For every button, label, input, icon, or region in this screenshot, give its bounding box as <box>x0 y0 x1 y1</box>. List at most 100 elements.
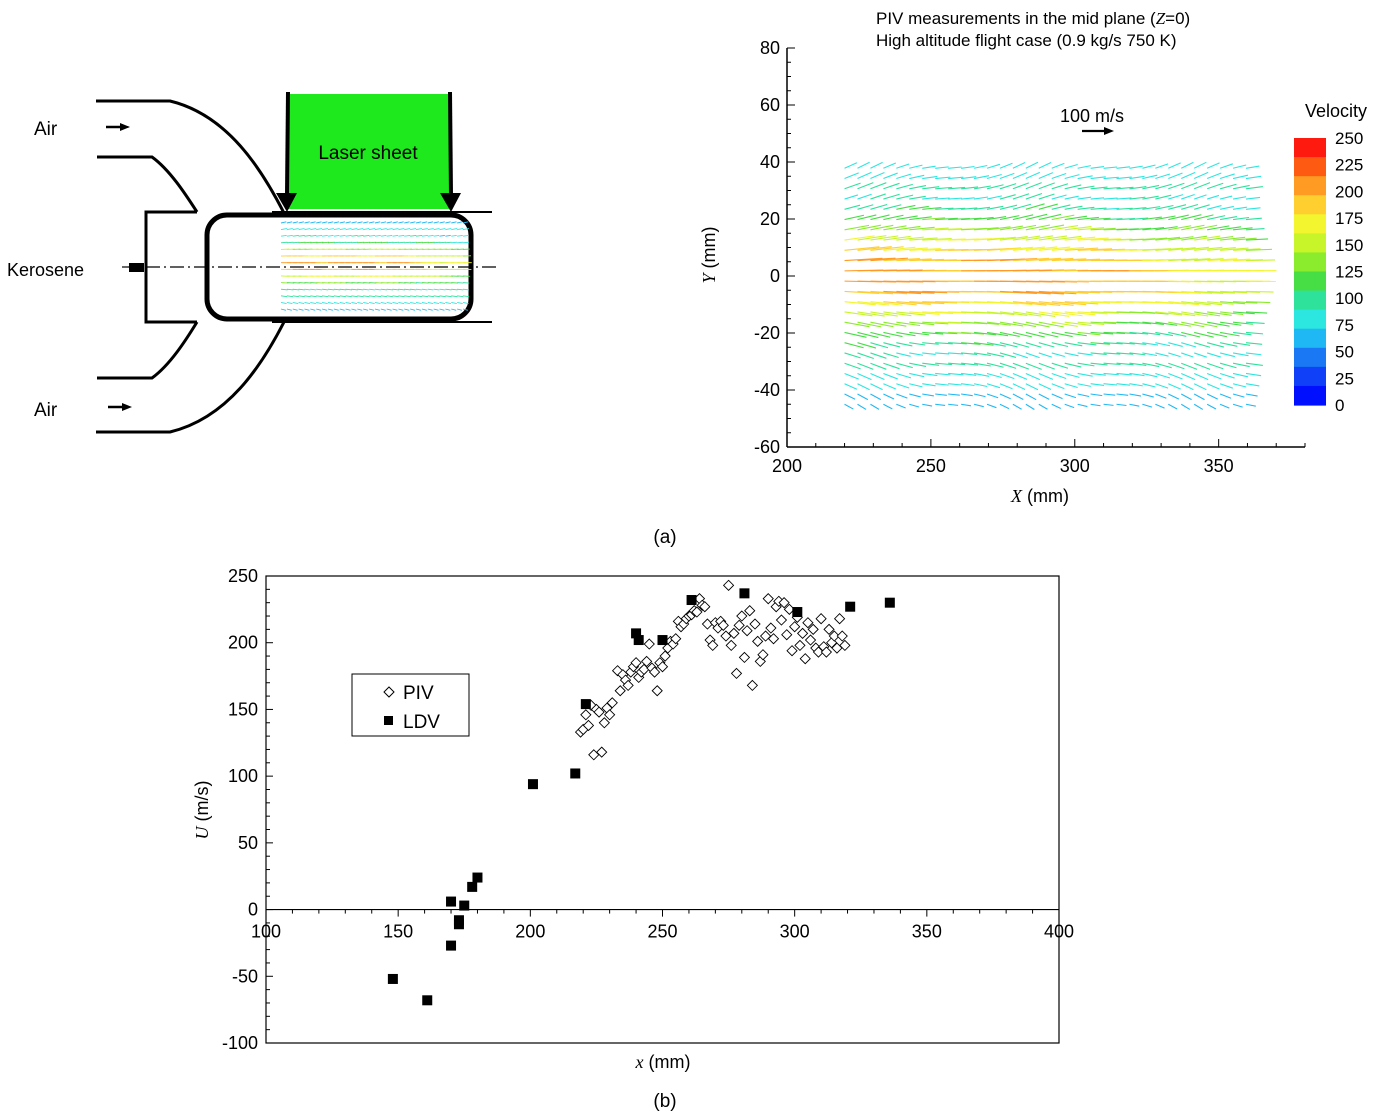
mini-vector <box>415 288 422 291</box>
mini-vector <box>304 228 311 231</box>
piv-point <box>767 633 780 645</box>
piv-vector <box>844 362 861 370</box>
piv-vector <box>1142 184 1160 190</box>
piv-vector <box>1077 301 1111 304</box>
piv-vector <box>1038 235 1068 241</box>
piv-vector <box>870 383 883 391</box>
piv-point <box>749 618 761 630</box>
upper-air-duct-inner <box>97 155 199 213</box>
piv-vector <box>1168 342 1183 347</box>
piv-vector <box>1051 183 1069 190</box>
mini-vector <box>333 221 340 224</box>
piv-point <box>699 601 711 613</box>
piv-vector <box>896 331 916 337</box>
piv-vector <box>1206 383 1220 390</box>
piv-vector <box>1219 372 1235 379</box>
piv-vector <box>1012 182 1030 190</box>
piv-vector <box>1064 174 1080 180</box>
piv-vector <box>870 257 908 262</box>
piv-vector <box>1090 342 1110 345</box>
piv-vector <box>1051 204 1071 210</box>
piv-point <box>804 634 817 646</box>
piv-vector <box>896 204 916 210</box>
piv-vector <box>948 352 964 355</box>
piv-vector <box>974 311 1003 315</box>
mini-vector <box>368 308 375 311</box>
mini-vector <box>345 221 351 224</box>
piv-vector <box>896 393 908 399</box>
ldv-point <box>422 995 433 1006</box>
piv-point <box>736 610 748 622</box>
piv-vector <box>1051 352 1065 358</box>
piv-vector <box>1207 235 1234 241</box>
legend-piv-marker <box>383 686 395 698</box>
mini-vector <box>310 288 317 291</box>
mini-vector <box>439 301 446 304</box>
piv-vector <box>1194 321 1218 328</box>
piv-vector <box>909 352 924 356</box>
piv-vector <box>896 372 912 379</box>
piv-vector <box>999 331 1020 337</box>
velocity-scatter-plot: 100 150 200 250 300 350 400 250 200 150 100 50 0 -50 -… <box>192 566 1074 1072</box>
ldv-point <box>467 881 478 892</box>
piv-vector <box>857 321 882 328</box>
mini-vector <box>310 301 316 304</box>
piv-vector <box>1103 352 1121 355</box>
mini-vector <box>339 241 347 244</box>
piv-vector <box>896 236 924 241</box>
piv-vector <box>1194 311 1221 317</box>
mini-vector <box>427 234 434 237</box>
piv-x-axis-label: X (mm) <box>1010 486 1069 506</box>
ldv-point <box>453 919 464 930</box>
piv-vector <box>1012 290 1051 295</box>
piv-vector <box>1155 215 1176 221</box>
piv-vector <box>1103 362 1121 366</box>
piv-x-tick-label: 200 <box>772 456 802 476</box>
piv-vector <box>1181 161 1194 169</box>
piv-vector <box>883 301 917 306</box>
piv-vector <box>1207 258 1238 262</box>
mini-vector <box>398 295 405 298</box>
mini-vector <box>386 288 394 291</box>
piv-vector <box>1219 393 1232 399</box>
piv-vector <box>1142 383 1156 388</box>
mini-vector <box>462 234 469 237</box>
piv-vector <box>1194 352 1207 358</box>
piv-vector <box>1168 162 1181 169</box>
piv-vector <box>1219 173 1235 180</box>
piv-vector <box>844 162 858 169</box>
piv-vector <box>922 342 939 345</box>
piv-vector <box>1142 206 1161 210</box>
piv-vector <box>1232 321 1253 325</box>
piv-vector <box>999 194 1016 200</box>
piv-vector <box>961 207 978 210</box>
piv-vector <box>1194 290 1224 294</box>
mini-vector <box>298 282 306 284</box>
mini-vector <box>310 221 316 224</box>
mini-vector <box>316 288 323 291</box>
mini-vector <box>433 282 441 284</box>
piv-point <box>833 613 846 625</box>
piv-vector <box>1194 342 1211 348</box>
mini-vector <box>392 228 399 231</box>
piv-vector <box>1038 393 1050 400</box>
mini-vector <box>345 301 352 304</box>
mini-vector <box>322 234 328 237</box>
caption-b: (b) <box>653 1091 676 1112</box>
piv-vector <box>857 290 894 295</box>
piv-vector <box>1207 290 1235 294</box>
piv-vector <box>1012 235 1041 241</box>
mini-vector <box>421 221 428 224</box>
mini-vector <box>363 228 370 231</box>
piv-vector <box>1245 362 1263 366</box>
piv-vector <box>1038 290 1077 295</box>
mini-vector <box>445 221 451 224</box>
piv-vector <box>896 173 912 180</box>
piv-vector <box>1038 162 1052 169</box>
piv-point <box>701 618 714 630</box>
piv-vector <box>1103 383 1118 386</box>
scatter-x-tick-label: 200 <box>515 922 545 942</box>
piv-vector <box>935 166 949 169</box>
mini-vector <box>280 221 287 224</box>
mini-vector <box>380 234 387 237</box>
